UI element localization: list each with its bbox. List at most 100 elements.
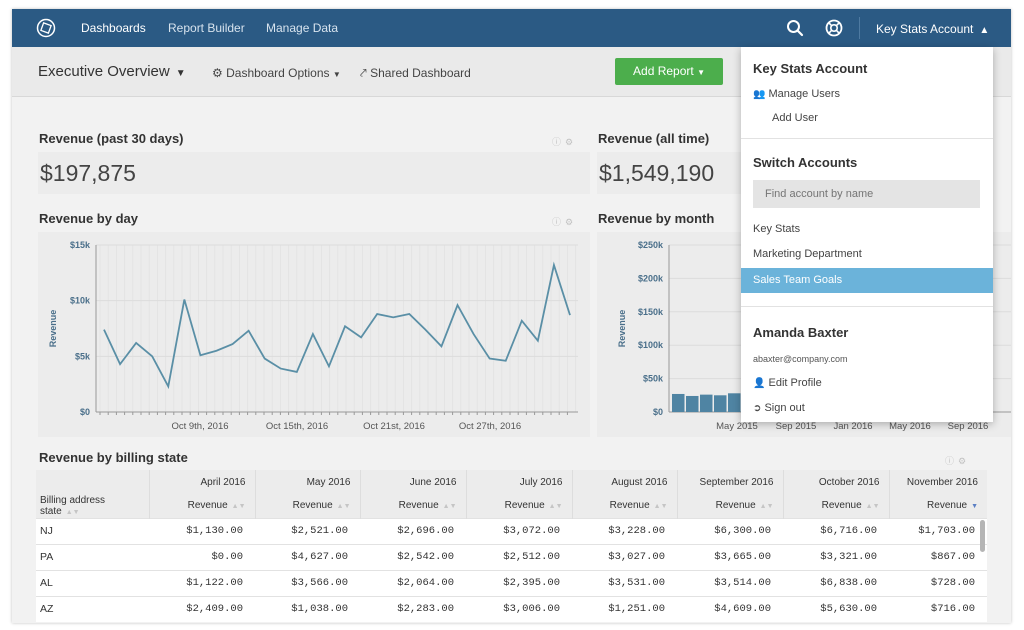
revenue-bar — [672, 393, 685, 412]
revenue-cell: $0.00 — [149, 543, 255, 570]
sort-icon: ▲▼ — [442, 503, 457, 511]
y-axis-label: Revenue — [617, 310, 627, 348]
x-tick-label: May 2016 — [889, 421, 931, 432]
revenue-cell: $1,251.00 — [572, 595, 677, 622]
kpi-title-30-days: Revenue (past 30 days) — [39, 131, 184, 146]
account-dropdown-menu: Key Stats Account 👥 Manage Users Add Use… — [741, 47, 993, 422]
revenue-cell: $1,122.00 — [149, 569, 255, 596]
column-header-revenue[interactable]: Revenue ▲▼ — [782, 494, 889, 518]
add-report-label: Add Report — [633, 64, 694, 78]
table-header-blank — [36, 470, 149, 494]
sign-out-label: Sign out — [764, 402, 805, 414]
column-header-revenue[interactable]: Revenue ▲▼ — [254, 494, 360, 518]
revenue-cell: $5,630.00 — [783, 595, 889, 622]
column-header-revenue[interactable]: Revenue ▲▼ — [676, 494, 783, 518]
account-menu-button[interactable]: Key Stats Account ▲ — [876, 9, 989, 47]
top-nav: Dashboards Report Builder Manage Data Ke… — [12, 9, 1011, 47]
logo-icon[interactable] — [36, 18, 56, 38]
month-header: September 2016 — [676, 470, 783, 494]
x-tick-label: Oct 21st, 2016 — [363, 421, 425, 432]
find-account-input[interactable] — [753, 180, 980, 208]
revenue-cell: $3,665.00 — [677, 543, 783, 570]
column-header-revenue[interactable]: Revenue ▲▼ — [359, 494, 466, 518]
revenue-cell: $2,542.00 — [360, 543, 466, 570]
sign-out-link[interactable]: ➲ Sign out — [753, 402, 805, 414]
chart-title-by-day: Revenue by day — [39, 211, 138, 226]
column-header-revenue[interactable]: Revenue ▼ — [888, 494, 987, 518]
table-scrollbar[interactable] — [980, 520, 985, 552]
help-lifebuoy-icon[interactable] — [824, 18, 844, 38]
dashboard-title-dropdown[interactable]: Executive Overview ▼ — [38, 63, 186, 80]
chart-by-day-panel: $15k $10k $5k $0 Oct 9th, 2016 Oct 15th, 2016… — [38, 232, 590, 437]
account-option-key-stats[interactable]: Key Stats — [753, 223, 801, 235]
nav-dashboards[interactable]: Dashboards — [81, 21, 146, 35]
column-header-label: Revenue — [187, 500, 228, 512]
revenue-cell: $2,064.00 — [360, 569, 466, 596]
nav-divider — [859, 17, 860, 39]
state-cell: AZ — [36, 595, 149, 622]
y-tick-label: $250k — [638, 240, 664, 250]
manage-users-link[interactable]: 👥 Manage Users — [753, 88, 840, 100]
revenue-cell: $2,512.00 — [466, 543, 572, 570]
dashboard-options-label: Dashboard Options — [226, 66, 330, 80]
revenue-cell: $2,395.00 — [466, 569, 572, 596]
column-header-revenue[interactable]: Revenue ▲▼ — [465, 494, 572, 518]
revenue-bar — [686, 395, 699, 412]
edit-profile-link[interactable]: 👤 Edit Profile — [753, 377, 822, 389]
revenue-cell: $6,300.00 — [677, 517, 783, 544]
y-tick-label: $10k — [70, 296, 91, 306]
month-header: June 2016 — [359, 470, 466, 494]
revenue-cell: $1,130.00 — [149, 517, 255, 544]
revenue-cell: $3,006.00 — [466, 595, 572, 622]
column-header-revenue[interactable]: Revenue ▲▼ — [571, 494, 677, 518]
user-email: abaxter@company.com — [753, 354, 848, 364]
revenue-cell: $4,627.00 — [255, 543, 360, 570]
search-icon[interactable] — [785, 18, 805, 38]
month-header: April 2016 — [148, 470, 255, 494]
column-header-label: Revenue — [609, 500, 650, 512]
revenue-cell: $867.00 — [889, 543, 987, 570]
table-row: AL $1,122.00 $3,566.00 $2,064.00 $2,395.00 $3… — [36, 569, 987, 596]
sort-icon: ▲▼ — [653, 503, 668, 511]
shared-dashboard-label: Shared Dashboard — [370, 66, 471, 80]
column-header-label: Revenue — [292, 500, 333, 512]
widget-info-settings-icons[interactable]: ⓘ⚙ — [945, 456, 971, 466]
revenue-cell: $2,409.00 — [149, 595, 255, 622]
sign-out-icon: ➲ — [753, 403, 762, 414]
dashboard-options-button[interactable]: ⚙ Dashboard Options ▼ — [212, 66, 341, 80]
dropdown-account-heading: Key Stats Account — [753, 61, 868, 76]
month-header: August 2016 — [571, 470, 677, 494]
month-header: July 2016 — [465, 470, 572, 494]
widget-info-settings-icons[interactable]: ⓘ⚙ — [552, 137, 578, 147]
revenue-cell: $2,696.00 — [360, 517, 466, 544]
state-cell: NJ — [36, 517, 149, 544]
switch-accounts-heading: Switch Accounts — [753, 155, 858, 170]
dropdown-divider — [741, 306, 993, 307]
nav-report-builder[interactable]: Report Builder — [168, 21, 245, 35]
account-option-sales-selected[interactable]: Sales Team Goals — [741, 268, 993, 293]
add-user-link[interactable]: Add User — [772, 112, 818, 124]
shared-dashboard-button[interactable]: ⤤ Shared Dashboard — [360, 66, 471, 81]
user-name: Amanda Baxter — [753, 325, 849, 340]
add-report-button[interactable]: Add Report ▼ — [615, 58, 723, 85]
x-tick-label: Oct 9th, 2016 — [171, 421, 228, 432]
column-header-revenue[interactable]: Revenue ▲▼ — [148, 494, 255, 518]
column-header-billing-state[interactable]: Billing address state ▲▼ — [36, 494, 149, 518]
widget-info-settings-icons[interactable]: ⓘ⚙ — [552, 217, 578, 227]
revenue-bar — [700, 394, 713, 412]
y-tick-label: $200k — [638, 273, 664, 283]
sort-icon: ▲▼ — [65, 508, 80, 516]
users-icon: 👥 — [753, 89, 766, 100]
revenue-line-series — [103, 261, 571, 390]
kpi-card-all-time: $1,549,190 — [597, 152, 757, 194]
month-header: May 2016 — [254, 470, 360, 494]
state-cell: PA — [36, 543, 149, 570]
revenue-cell: $3,027.00 — [572, 543, 677, 570]
sort-desc-icon: ▼ — [971, 503, 978, 511]
dashboard-title: Executive Overview — [38, 63, 170, 80]
y-tick-label: $5k — [75, 351, 91, 361]
account-option-marketing[interactable]: Marketing Department — [753, 248, 862, 260]
nav-manage-data[interactable]: Manage Data — [266, 21, 339, 35]
month-header: November 2016 — [888, 470, 987, 494]
chevron-down-icon: ▼ — [697, 68, 705, 77]
